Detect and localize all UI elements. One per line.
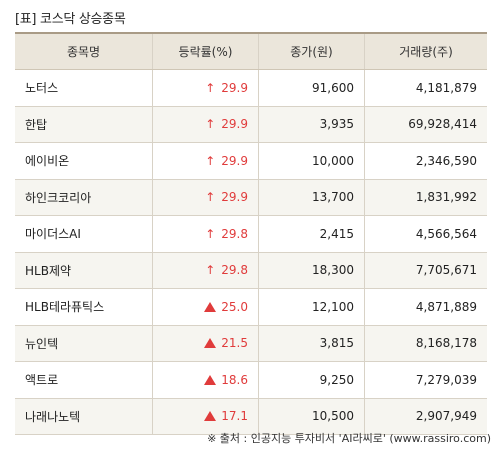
change-wrap: ↑ 29.8 (205, 263, 248, 277)
source-note: ※ 출처 : 인공지능 투자비서 'AI라씨로' (www.rassiro.co… (207, 432, 491, 445)
header-change: 등락률(%) (153, 34, 259, 69)
change-cell: 21.5 (153, 325, 259, 361)
table-row: 한탑 ↑ 29.9 3,935 69,928,414 (15, 106, 487, 143)
stock-name: 나래나노텍 (15, 398, 153, 434)
table-row: 액트로 18.6 9,250 7,279,039 (15, 362, 487, 399)
volume: 8,168,178 (415, 336, 477, 351)
volume: 4,871,889 (415, 299, 477, 314)
change-value: 18.6 (221, 372, 248, 387)
change-wrap: 25.0 (204, 300, 248, 314)
close-price: 3,935 (259, 106, 365, 142)
volume: 2,346,590 (415, 153, 477, 168)
up-arrow-icon: ↑ (205, 263, 216, 278)
up-triangle-icon (204, 338, 217, 349)
volume: 7,279,039 (415, 372, 477, 387)
close-price: 2,415 (259, 216, 365, 252)
up-arrow-icon: ↑ (205, 190, 216, 205)
volume: 7,705,671 (415, 263, 477, 278)
up-triangle-icon (204, 301, 217, 312)
table-row: 마이더스AI ↑ 29.8 2,415 4,566,564 (15, 216, 487, 253)
table-caption: [표] 코스닥 상승종목 (15, 12, 126, 27)
change-value: 17.1 (221, 409, 248, 424)
close-price: 13,700 (259, 179, 365, 215)
up-triangle-icon (204, 411, 217, 422)
header-close: 종가(원) (259, 34, 365, 69)
kosdaq-gainers-table: 종목명 등락률(%) 종가(원) 거래량(주) 노터스 ↑ 29.9 91,600 4,… (15, 32, 487, 435)
stock-name: 액트로 (15, 362, 153, 398)
up-arrow-icon: ↑ (205, 117, 216, 132)
change-cell: 25.0 (153, 289, 259, 325)
close-price: 10,000 (259, 143, 365, 179)
header-volume: 거래량(주) (399, 45, 453, 59)
table-row: HLB제약 ↑ 29.8 18,300 7,705,671 (15, 252, 487, 289)
change-value: 29.9 (221, 153, 248, 168)
change-value: 25.0 (221, 299, 248, 314)
up-arrow-icon: ↑ (205, 226, 216, 241)
volume: 69,928,414 (408, 117, 477, 132)
change-wrap: 18.6 (204, 373, 248, 387)
change-wrap: 21.5 (204, 336, 248, 350)
table-row: 노터스 ↑ 29.9 91,600 4,181,879 (15, 70, 487, 107)
close-price: 91,600 (259, 70, 365, 106)
volume: 4,181,879 (415, 80, 477, 95)
change-cell: ↑ 29.9 (153, 179, 259, 215)
header-name: 종목명 (15, 34, 153, 69)
change-cell: 17.1 (153, 398, 259, 434)
stock-name: 에이비온 (15, 143, 153, 179)
stock-name: 한탑 (15, 106, 153, 142)
change-cell: ↑ 29.8 (153, 216, 259, 252)
change-wrap: ↑ 29.8 (205, 227, 248, 241)
stock-name: 마이더스AI (15, 216, 153, 252)
up-triangle-icon (204, 374, 217, 385)
table-row: 하인크코리아 ↑ 29.9 13,700 1,831,992 (15, 179, 487, 216)
change-cell: ↑ 29.8 (153, 252, 259, 288)
change-value: 29.9 (221, 80, 248, 95)
stock-name: 노터스 (15, 70, 153, 106)
table-row: 나래나노텍 17.1 10,500 2,907,949 (15, 398, 487, 435)
change-value: 29.9 (221, 190, 248, 205)
change-wrap: ↑ 29.9 (205, 154, 248, 168)
change-value: 21.5 (221, 336, 248, 351)
change-value: 29.8 (221, 226, 248, 241)
change-value: 29.8 (221, 263, 248, 278)
stock-name: HLB테라퓨틱스 (15, 289, 153, 325)
change-wrap: ↑ 29.9 (205, 81, 248, 95)
close-price: 10,500 (259, 398, 365, 434)
table-row: 에이비온 ↑ 29.9 10,000 2,346,590 (15, 143, 487, 180)
change-cell: 18.6 (153, 362, 259, 398)
stock-name: HLB제약 (15, 252, 153, 288)
change-cell: ↑ 29.9 (153, 143, 259, 179)
up-arrow-icon: ↑ (205, 153, 216, 168)
change-value: 29.9 (221, 117, 248, 132)
change-cell: ↑ 29.9 (153, 106, 259, 142)
change-wrap: ↑ 29.9 (205, 190, 248, 204)
volume: 2,907,949 (415, 409, 477, 424)
close-price: 3,815 (259, 325, 365, 361)
change-wrap: ↑ 29.9 (205, 117, 248, 131)
close-price: 12,100 (259, 289, 365, 325)
change-cell: ↑ 29.9 (153, 70, 259, 106)
stock-name: 뉴인텍 (15, 325, 153, 361)
table-row: HLB테라퓨틱스 25.0 12,100 4,871,889 (15, 289, 487, 326)
table-header-row: 종목명 등락률(%) 종가(원) 거래량(주) (15, 34, 487, 70)
table-row: 뉴인텍 21.5 3,815 8,168,178 (15, 325, 487, 362)
close-price: 9,250 (259, 362, 365, 398)
volume: 4,566,564 (415, 226, 477, 241)
up-arrow-icon: ↑ (205, 80, 216, 95)
close-price: 18,300 (259, 252, 365, 288)
stock-name: 하인크코리아 (15, 179, 153, 215)
change-wrap: 17.1 (204, 409, 248, 423)
volume: 1,831,992 (415, 190, 477, 205)
